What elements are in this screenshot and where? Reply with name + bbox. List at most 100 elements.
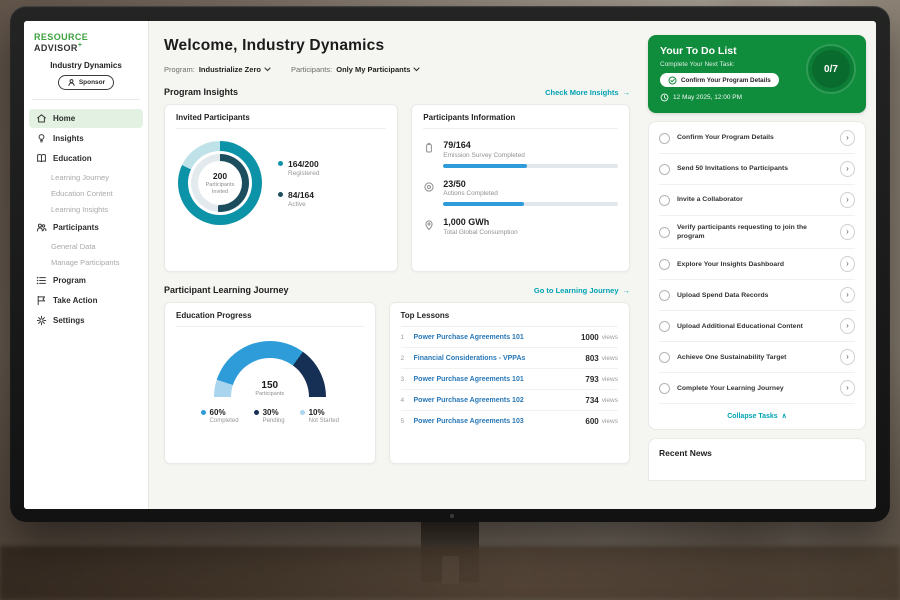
- invited-legend: 164/200 Registered 84/164 Active: [278, 159, 319, 208]
- task-checkbox[interactable]: [659, 289, 670, 301]
- education-legend: 60% Completed 30% Pending 10% Not Starte…: [176, 408, 364, 424]
- task-chevron[interactable]: ›: [840, 318, 855, 335]
- task-chevron[interactable]: ›: [840, 130, 855, 146]
- sidebar-item-general-data[interactable]: General Data: [51, 241, 96, 251]
- logo-advisor: ADVISOR: [34, 43, 78, 53]
- program-filter-value: Industrialize Zero: [198, 65, 261, 74]
- task-chevron[interactable]: ›: [840, 224, 855, 241]
- org-name: Industry Dynamics: [50, 61, 122, 70]
- task-chevron[interactable]: ›: [840, 161, 855, 177]
- sidebar-item-program[interactable]: Program: [29, 271, 143, 290]
- task-checkbox[interactable]: [659, 132, 670, 144]
- sidebar-item-home[interactable]: Home: [29, 109, 143, 128]
- task-checkbox[interactable]: [659, 258, 670, 270]
- actions-completed-progressbar: [443, 202, 618, 206]
- collapse-tasks-button[interactable]: Collapse Tasks ∧: [659, 404, 855, 428]
- arrow-right-icon: →: [622, 87, 631, 97]
- lesson-views: 1000: [580, 332, 599, 342]
- sidebar-item-label: Program: [53, 276, 86, 285]
- book-icon: [37, 154, 46, 163]
- actions-completed-value: 23/50: [443, 178, 466, 189]
- sidebar-item-take-action[interactable]: Take Action: [29, 291, 143, 310]
- task-checkbox[interactable]: [659, 163, 670, 175]
- sponsor-badge-label: Sponsor: [78, 79, 106, 86]
- gear-icon: [36, 315, 47, 326]
- recent-news-card: Recent News: [648, 438, 866, 482]
- task-checkbox[interactable]: [659, 382, 670, 394]
- task-chevron[interactable]: ›: [840, 256, 855, 273]
- task-row[interactable]: Achieve One Sustainability Target ›: [659, 342, 855, 374]
- task-chevron[interactable]: ›: [840, 349, 855, 366]
- lesson-link[interactable]: Power Purchase Agreements 101: [413, 375, 524, 383]
- task-checkbox[interactable]: [659, 320, 670, 332]
- sidebar-item-label: Education: [53, 154, 92, 163]
- next-task-pill[interactable]: Confirm Your Program Details: [660, 73, 779, 87]
- lesson-link[interactable]: Financial Considerations - VPPAs: [413, 354, 526, 362]
- emission-survey-progressbar: [443, 163, 618, 168]
- lesson-rank: 1: [400, 333, 405, 341]
- card-title: Participants Information: [423, 113, 618, 129]
- task-row[interactable]: Complete Your Learning Journey ›: [659, 373, 855, 405]
- program-filter-select[interactable]: Industrialize Zero: [199, 65, 271, 74]
- sidebar-item-participants[interactable]: Participants: [29, 218, 143, 237]
- sidebar-item-label: Participants: [53, 223, 99, 232]
- lesson-views: 734: [585, 395, 599, 405]
- lesson-rank: 5: [400, 417, 405, 425]
- app-logo[interactable]: RESOURCE ADVISOR+: [24, 30, 148, 53]
- registered-label: Registered: [288, 169, 320, 177]
- chevron-up-icon: ∧: [781, 413, 787, 421]
- task-checkbox[interactable]: [659, 194, 670, 206]
- sidebar-item-learning-insights[interactable]: Learning Insights: [51, 204, 109, 214]
- task-chevron[interactable]: ›: [840, 380, 855, 397]
- lesson-rank: 2: [400, 354, 405, 362]
- invited-total: 200: [212, 170, 228, 181]
- task-row[interactable]: Confirm Your Program Details ›: [659, 123, 855, 154]
- task-checkbox[interactable]: [659, 351, 670, 363]
- lesson-link[interactable]: Power Purchase Agreements 101: [413, 333, 524, 341]
- recent-news-title: Recent News: [659, 448, 712, 459]
- program-filter: Program: Industrialize Zero: [164, 65, 271, 74]
- legend-item-active: 84/164 Active: [278, 190, 319, 208]
- lesson-views-label: views: [601, 354, 618, 362]
- chevron-down-icon: [264, 67, 271, 72]
- education-total-label: Participants: [255, 391, 285, 397]
- lesson-row: 4 Power Purchase Agreements 102 734 view…: [400, 390, 618, 411]
- not-started-value: 10%: [308, 408, 325, 417]
- chevron-down-icon: [413, 67, 420, 72]
- go-to-learning-journey-link[interactable]: Go to Learning Journey →: [534, 286, 630, 295]
- task-row[interactable]: Send 50 Invitations to Participants ›: [659, 154, 855, 185]
- task-label: Complete Your Learning Journey: [677, 384, 784, 392]
- flag-icon: [37, 295, 46, 306]
- check-more-insights-link[interactable]: Check More Insights →: [545, 88, 630, 97]
- lesson-views-label: views: [601, 375, 618, 383]
- education-gauge-chart: 150 Participants: [213, 341, 326, 397]
- task-chevron[interactable]: ›: [840, 192, 855, 208]
- sidebar-item-education-content[interactable]: Education Content: [51, 188, 113, 198]
- task-label: Send 50 Invitations to Participants: [677, 165, 789, 173]
- sidebar-item-manage-participants[interactable]: Manage Participants: [51, 257, 120, 267]
- active-label: Active: [288, 200, 306, 208]
- task-row[interactable]: Verify participants requesting to join t…: [659, 216, 855, 250]
- sidebar-item-insights[interactable]: Insights: [29, 129, 143, 148]
- task-checkbox[interactable]: [659, 226, 670, 238]
- task-row[interactable]: Upload Additional Educational Content ›: [659, 311, 855, 343]
- sidebar-item-learning-journey[interactable]: Learning Journey: [51, 172, 109, 182]
- program-filter-label: Program:: [164, 65, 195, 74]
- sidebar-item-settings[interactable]: Settings: [29, 311, 143, 330]
- legend-dot: [278, 161, 283, 166]
- stat-emission-survey: 79/164 Emission Survey Completed: [423, 140, 618, 168]
- logo-resource: RESOURCE: [34, 32, 89, 42]
- participants-filter-select[interactable]: Only My Participants: [336, 65, 420, 74]
- lesson-link[interactable]: Power Purchase Agreements 103: [413, 417, 524, 425]
- task-row[interactable]: Explore Your Insights Dashboard ›: [659, 249, 855, 281]
- legend-item-completed: 60% Completed: [200, 408, 239, 424]
- task-row[interactable]: Invite a Collaborator ›: [659, 185, 855, 216]
- sponsor-badge: Sponsor: [57, 75, 115, 90]
- task-chevron[interactable]: ›: [840, 287, 855, 304]
- task-row[interactable]: Upload Spend Data Records ›: [659, 280, 855, 312]
- lesson-link[interactable]: Power Purchase Agreements 102: [413, 396, 524, 404]
- todo-progress-badge: 0/7: [808, 46, 854, 92]
- lesson-row: 5 Power Purchase Agreements 103 600 view…: [401, 411, 619, 431]
- sidebar-item-education[interactable]: Education: [29, 149, 143, 168]
